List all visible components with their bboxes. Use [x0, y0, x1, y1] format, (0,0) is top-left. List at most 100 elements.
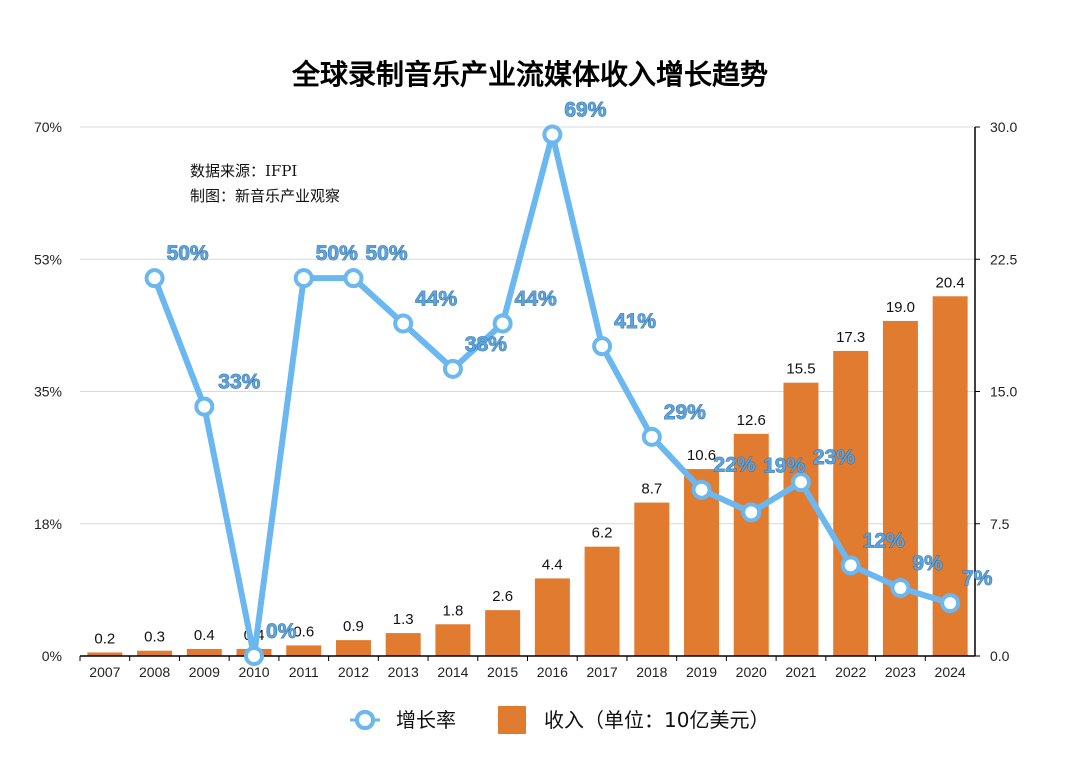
- revenue-bar: [335, 640, 371, 656]
- growth-point: [144, 268, 165, 289]
- legend: 增长率 收入（单位：10亿美元）: [350, 706, 769, 734]
- revenue-value-label: 0.2: [94, 630, 115, 647]
- growth-value-label: 7%: [962, 567, 993, 590]
- growth-point: [840, 555, 861, 576]
- revenue-bar: [534, 578, 570, 656]
- growth-value-label: 41%: [614, 310, 656, 333]
- x-axis-tick: 2015: [487, 664, 518, 680]
- x-axis-tick: 2013: [388, 664, 419, 680]
- growth-point: [293, 268, 314, 289]
- growth-value-label: 44%: [515, 287, 557, 310]
- x-axis-tick: 2016: [537, 664, 568, 680]
- growth-point: [492, 313, 513, 334]
- growth-value-label: 50%: [365, 242, 407, 265]
- source-note: 数据来源：IFPI: [190, 162, 297, 180]
- revenue-bar: [882, 320, 918, 656]
- revenue-value-label: 0.3: [144, 629, 165, 646]
- left-axis-tick: 0%: [42, 648, 62, 664]
- x-axis-tick: 2008: [139, 664, 170, 680]
- growth-point: [393, 313, 414, 334]
- revenue-bar: [137, 650, 173, 656]
- x-axis-tick: 2018: [636, 664, 667, 680]
- growth-value-label: 29%: [664, 401, 706, 424]
- growth-point: [244, 646, 265, 666]
- revenue-value-label: 15.5: [786, 361, 815, 378]
- growth-point: [592, 336, 613, 357]
- revenue-bar: [684, 469, 720, 656]
- growth-value-label: 33%: [218, 371, 260, 394]
- growth-point: [442, 358, 463, 379]
- legend-growth-label: 增长率: [396, 708, 456, 732]
- revenue-value-label: 0.6: [293, 623, 314, 640]
- x-axis-tick: 2022: [835, 664, 866, 680]
- right-axis-tick: 22.5: [990, 251, 1017, 267]
- growth-value-label: 69%: [564, 99, 606, 122]
- growth-value-label: 44%: [415, 287, 457, 310]
- left-axis-tick: 35%: [34, 384, 62, 400]
- growth-value-label: 12%: [863, 529, 905, 552]
- revenue-bar: [485, 610, 521, 656]
- x-axis-tick: 2007: [89, 664, 120, 680]
- left-axis-tick: 70%: [34, 119, 62, 135]
- x-axis-tick: 2014: [437, 664, 468, 680]
- revenue-value-label: 1.8: [442, 602, 463, 619]
- revenue-bar: [286, 645, 322, 656]
- axes: 70% 30.0 53% 22.5 35% 15.0 18% 7.5 0% 0.0 2007 2008…: [34, 119, 1017, 680]
- revenue-bar: [733, 433, 769, 656]
- growth-value-label: 9%: [912, 552, 943, 575]
- growth-point: [741, 502, 762, 523]
- revenue-value-label: 8.7: [641, 481, 662, 498]
- revenue-bar: [584, 546, 620, 656]
- revenue-bar: [186, 648, 222, 656]
- x-axis-tick: 2011: [289, 664, 319, 680]
- revenue-bar: [435, 624, 471, 656]
- growth-value-label: 19%: [763, 454, 805, 477]
- right-axis-tick: 0.0: [990, 648, 1010, 664]
- revenue-bar: [833, 350, 869, 656]
- revenue-value-label: 4.4: [542, 556, 563, 573]
- x-axis-tick: 2017: [587, 664, 618, 680]
- right-axis-tick: 7.5: [990, 516, 1010, 532]
- revenue-bar: [385, 633, 421, 656]
- legend-growth-dot: [355, 710, 375, 730]
- growth-point: [343, 268, 364, 289]
- right-axis-tick: 30.0: [990, 119, 1017, 135]
- growth-line: [144, 124, 961, 666]
- growth-point: [691, 479, 712, 500]
- legend-revenue-label: 收入（单位：10亿美元）: [544, 708, 769, 732]
- revenue-labels: 0.2 0.3 0.4 0.4 0.6 0.9 1.31.82.64.46.28.710.6…: [94, 274, 964, 647]
- revenue-value-label: 10.6: [687, 447, 716, 464]
- growth-point: [542, 124, 563, 145]
- growth-point: [641, 426, 662, 447]
- revenue-value-label: 0.4: [194, 627, 215, 644]
- x-axis-tick: 2019: [686, 664, 717, 680]
- revenue-value-label: 17.3: [836, 329, 865, 346]
- x-axis-tick: 2009: [189, 664, 220, 680]
- legend-revenue-swatch: [498, 706, 526, 734]
- x-axis-tick: 2020: [736, 664, 767, 680]
- revenue-value-label: 6.2: [592, 525, 613, 542]
- revenue-value-label: 20.4: [936, 274, 965, 291]
- credit-note: 制图：新音乐产业观察: [190, 187, 340, 205]
- growth-point: [940, 593, 961, 614]
- growth-value-label: 50%: [316, 242, 358, 265]
- right-axis-tick: 15.0: [990, 384, 1017, 400]
- growth-point: [194, 396, 215, 417]
- growth-labels: 50% 33% 0% 50% 50% 44% 38% 44% 69% 41% 29% 22% 19% 23…: [166, 98, 993, 643]
- x-axis-tick: 2010: [238, 664, 269, 680]
- revenue-value-label: 1.3: [393, 611, 414, 628]
- growth-point: [890, 577, 911, 598]
- revenue-value-label: 2.6: [492, 588, 513, 605]
- revenue-value-label: 19.0: [886, 299, 915, 316]
- growth-polyline: [151, 131, 954, 659]
- left-axis-tick: 18%: [34, 516, 62, 532]
- x-axis-tick: 2012: [338, 664, 369, 680]
- x-axis-tick: 2023: [885, 664, 916, 680]
- revenue-value-label: 0.9: [343, 618, 364, 635]
- growth-value-label: 22%: [714, 454, 756, 477]
- growth-value-label: 50%: [167, 242, 209, 265]
- x-axis-tick: 2021: [785, 664, 816, 680]
- chart-title: 全球录制音乐产业流媒体收入增长趋势: [291, 58, 768, 91]
- revenue-value-label: 12.6: [737, 412, 766, 429]
